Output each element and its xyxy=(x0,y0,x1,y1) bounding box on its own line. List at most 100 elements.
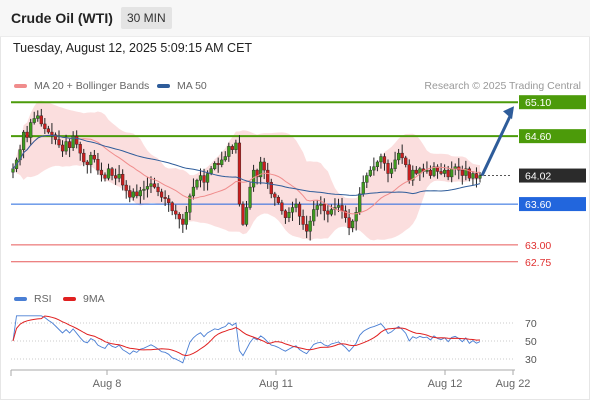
candle-body xyxy=(195,180,199,188)
candle-body xyxy=(241,203,245,225)
candle-body xyxy=(273,193,277,198)
candle-body xyxy=(248,186,252,208)
candle-body xyxy=(167,198,171,203)
candle-body xyxy=(358,193,362,213)
candle-body xyxy=(82,152,86,163)
candle-body xyxy=(78,144,82,154)
candle-body xyxy=(46,128,50,133)
candle-body xyxy=(103,174,107,179)
x-tick-label: Aug 12 xyxy=(428,378,463,390)
candle-body xyxy=(322,203,326,212)
ma20-legend-swatch xyxy=(14,84,27,88)
rsi-level-label: 50 xyxy=(525,336,537,348)
candle-body xyxy=(478,175,482,179)
candle-body xyxy=(297,203,302,217)
candle-body xyxy=(336,205,341,208)
candle-body xyxy=(149,183,153,187)
legend-item-ma20-bollinger: MA 20 + Bollinger Bands xyxy=(14,80,149,92)
candle-body xyxy=(39,115,43,125)
candle-body xyxy=(319,203,323,206)
candle-body xyxy=(53,134,58,140)
ma50-legend-swatch xyxy=(157,84,170,88)
candle-body xyxy=(453,166,457,169)
rsi-panel: 70 50 30 xyxy=(11,315,537,366)
x-tick-label: Aug 11 xyxy=(259,378,293,390)
candle-body xyxy=(301,216,305,225)
rsi-level-label: 70 xyxy=(525,318,537,330)
candle-body xyxy=(262,161,266,171)
candle-body xyxy=(287,212,291,218)
candle-body xyxy=(464,168,468,176)
ma20-line xyxy=(12,134,481,215)
ma50-legend-label: MA 50 xyxy=(177,80,207,92)
candle-body xyxy=(131,191,135,198)
candle-body xyxy=(64,141,68,152)
candle-body xyxy=(57,139,61,146)
level-label-62.75: 62.75 xyxy=(525,257,551,269)
level-label-box-65.10 xyxy=(519,95,586,110)
instrument-title: Crude Oil (WTI) xyxy=(11,10,113,26)
rsi-9ma-line xyxy=(12,315,481,357)
candle-body xyxy=(269,182,273,195)
candle-body xyxy=(213,163,217,169)
candle-body xyxy=(397,152,401,161)
candle-body xyxy=(393,159,397,169)
rsi-line xyxy=(12,315,481,364)
candle-body xyxy=(174,210,178,215)
candle-body xyxy=(283,210,288,218)
candle-body xyxy=(60,144,65,152)
candle-body xyxy=(11,168,15,173)
projection-arrow-head xyxy=(503,106,514,120)
candle-body xyxy=(340,205,344,212)
level-label-box-64.60 xyxy=(519,129,586,144)
candle-body xyxy=(205,173,210,183)
candle-body xyxy=(425,169,429,172)
projection-arrow xyxy=(480,106,514,177)
candle-body xyxy=(163,197,167,199)
candle-body xyxy=(432,166,436,176)
candle-body xyxy=(198,175,203,181)
candle-body xyxy=(230,146,234,150)
candle-body xyxy=(50,131,54,135)
candle-body xyxy=(375,161,380,167)
ma20-legend-label: MA 20 + Bollinger Bands xyxy=(34,80,150,92)
legend-item-ma50: MA 50 xyxy=(157,80,207,92)
candle-body xyxy=(439,171,443,174)
candle-body xyxy=(471,173,475,179)
candle-body xyxy=(181,218,185,225)
candle-body xyxy=(389,168,394,174)
candle-body xyxy=(450,168,454,178)
legend-item-rsi: RSI xyxy=(14,293,52,305)
candle-body xyxy=(315,205,319,210)
level-label-64.60: 64.60 xyxy=(525,131,551,143)
candle-body xyxy=(474,173,479,179)
candle-body xyxy=(36,115,40,119)
candle-body xyxy=(414,169,418,174)
candle-body xyxy=(113,175,118,179)
candle-body xyxy=(29,122,33,138)
candle-body xyxy=(386,163,390,174)
candle-body xyxy=(177,214,181,220)
candle-body xyxy=(244,207,249,225)
candle-body xyxy=(152,183,157,188)
rsi-legend-label: RSI xyxy=(34,293,52,305)
candle-body xyxy=(216,163,220,165)
candle-body xyxy=(25,131,29,138)
candle-body xyxy=(343,210,348,218)
candle-body xyxy=(32,118,36,123)
candle-body xyxy=(446,169,450,178)
projection-arrow-shaft xyxy=(480,113,513,177)
candle-body xyxy=(404,157,408,165)
candle-body xyxy=(124,184,128,191)
candle-body xyxy=(145,186,150,190)
candle-body xyxy=(159,191,164,198)
candle-body xyxy=(428,169,433,176)
candle-body xyxy=(312,209,316,222)
candle-body xyxy=(326,210,330,215)
candle-body xyxy=(255,169,259,178)
candle-body xyxy=(223,156,227,161)
candle-body xyxy=(354,212,358,222)
x-tick-label: Aug 8 xyxy=(93,378,122,390)
interval-badge[interactable]: 30 MIN xyxy=(121,7,172,29)
candle-body xyxy=(372,166,376,171)
